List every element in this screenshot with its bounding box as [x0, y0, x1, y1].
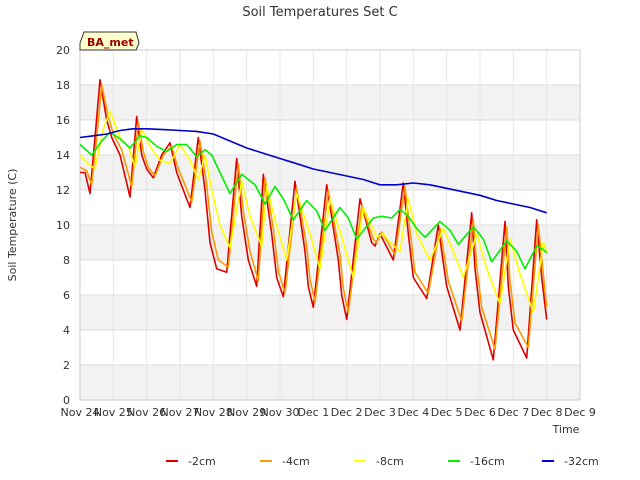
plot-band [80, 295, 580, 330]
y-tick-label: 12 [56, 184, 70, 197]
series-line-16cm [79, 131, 548, 270]
x-tick-label: Dec 8 [531, 406, 563, 419]
legend-label: -2cm [188, 455, 216, 468]
x-tick-label: Nov 28 [194, 406, 233, 419]
x-tick-label: Nov 26 [127, 406, 166, 419]
plot-band [80, 260, 580, 295]
y-tick-label: 18 [56, 79, 70, 92]
y-tick-label: 16 [56, 114, 70, 127]
chart-title: Soil Temperatures Set C [242, 5, 397, 20]
annotation-badge: BA_met [79, 31, 140, 51]
y-tick-label: 4 [63, 324, 70, 337]
x-tick-label: Nov 25 [94, 406, 133, 419]
legend-label: -32cm [564, 455, 599, 468]
legend-label: -4cm [282, 455, 310, 468]
plot-band [80, 365, 580, 400]
plot-band [80, 330, 580, 365]
x-tick-label: Dec 7 [497, 406, 529, 419]
series-line-8cm [79, 110, 548, 314]
legend: -2cm -4cm -8cm -16cm -32cm [166, 455, 599, 468]
y-tick-label: 20 [56, 44, 70, 57]
series-line-4cm [79, 84, 548, 351]
plot-band [80, 85, 580, 120]
series-line-32cm [79, 128, 547, 214]
x-tick-label: Dec 5 [431, 406, 463, 419]
x-tick-label: Dec 1 [297, 406, 329, 419]
plot-band [80, 50, 580, 85]
legend-label: -16cm [470, 455, 505, 468]
plot-band [80, 120, 580, 155]
y-tick-label: 2 [63, 359, 70, 372]
x-tick-label: Dec 3 [364, 406, 396, 419]
series-line-2cm [80, 79, 548, 361]
y-tick-label: 8 [63, 254, 70, 267]
plot-frame [79, 49, 581, 401]
legend-label: -8cm [376, 455, 404, 468]
annotation-text: BA_met [87, 36, 134, 49]
x-tick-label: Dec 9 [564, 406, 596, 419]
x-tick-label: Dec 2 [331, 406, 363, 419]
x-tick-label: Nov 30 [261, 406, 300, 419]
annotation-box [79, 31, 140, 51]
x-axis-label: Time [552, 423, 580, 436]
y-axis-ticks: 0 2 4 6 8 10 12 14 16 18 20 [56, 44, 70, 407]
series-lines [79, 79, 548, 361]
y-tick-label: 0 [63, 394, 70, 407]
x-tick-label: Dec 4 [397, 406, 429, 419]
x-tick-label: Nov 29 [227, 406, 266, 419]
y-tick-label: 10 [56, 219, 70, 232]
x-tick-label: Nov 24 [61, 406, 100, 419]
y-tick-label: 14 [56, 149, 70, 162]
y-tick-label: 6 [63, 289, 70, 302]
y-axis-label: Soil Temperature (C) [6, 169, 19, 282]
x-tick-label: Nov 27 [161, 406, 200, 419]
x-tick-label: Dec 6 [464, 406, 496, 419]
